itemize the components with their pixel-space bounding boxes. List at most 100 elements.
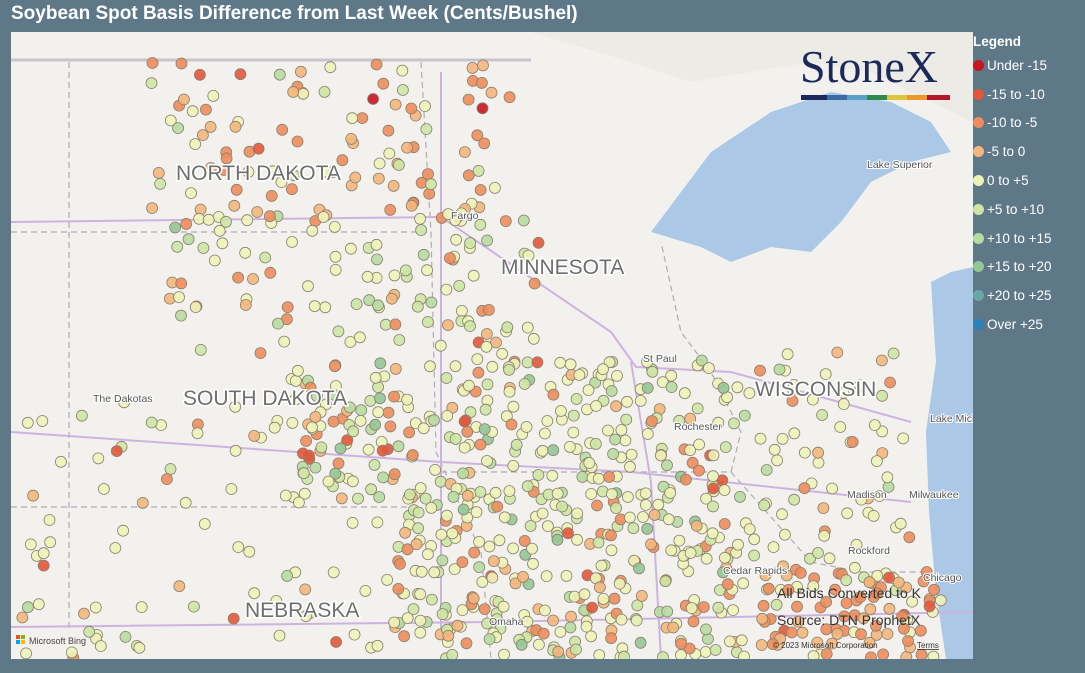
location-dot xyxy=(160,473,173,486)
location-dot xyxy=(480,328,493,340)
location-dot xyxy=(329,467,342,480)
location-dot xyxy=(146,57,159,69)
location-dot xyxy=(826,482,838,495)
location-dot xyxy=(302,280,314,293)
location-dot xyxy=(220,215,232,228)
location-dot xyxy=(309,411,322,423)
location-dot xyxy=(552,645,565,658)
location-dot xyxy=(518,378,531,390)
location-dot xyxy=(537,627,550,640)
location-dot xyxy=(460,637,473,650)
location-dot xyxy=(536,507,549,520)
location-dot xyxy=(551,533,564,546)
location-dot xyxy=(461,425,474,438)
location-dot xyxy=(645,538,657,551)
location-dot xyxy=(55,455,67,468)
location-dot xyxy=(405,102,418,115)
location-dot xyxy=(346,475,359,488)
location-dot xyxy=(232,541,245,553)
location-dot xyxy=(527,332,540,345)
location-dot xyxy=(329,263,342,276)
location-dot xyxy=(389,98,402,111)
location-dot xyxy=(145,77,158,89)
location-dot xyxy=(171,240,184,253)
location-dot xyxy=(296,447,309,460)
location-dot xyxy=(243,545,256,558)
legend-item: Over +25 xyxy=(973,310,1085,339)
location-dot xyxy=(697,601,710,613)
location-dot xyxy=(560,570,573,582)
location-dot xyxy=(622,491,634,503)
location-dot xyxy=(412,506,425,519)
location-dot xyxy=(441,409,454,422)
location-dot xyxy=(396,64,409,77)
location-dot xyxy=(503,91,516,104)
location-dot xyxy=(487,555,500,567)
location-dot xyxy=(403,488,416,501)
location-dot xyxy=(281,570,294,582)
location-dot xyxy=(273,68,286,81)
location-dot xyxy=(299,583,312,596)
location-dot xyxy=(646,365,659,378)
location-dot xyxy=(399,264,412,277)
location-dot xyxy=(883,571,895,584)
location-dot xyxy=(555,405,567,417)
location-dot xyxy=(318,86,331,98)
location-dot xyxy=(110,445,123,458)
highways xyxy=(11,72,973,659)
location-dot xyxy=(691,402,704,415)
place-label: Omaha xyxy=(489,616,524,628)
location-dot xyxy=(462,379,475,392)
location-dot xyxy=(591,499,603,512)
location-dot xyxy=(414,588,427,601)
location-dot xyxy=(576,470,589,483)
location-dot xyxy=(428,414,440,427)
location-dot xyxy=(665,369,678,382)
location-dot xyxy=(37,547,50,560)
place-label: Lake Michigan xyxy=(930,413,973,425)
location-dot xyxy=(754,432,767,445)
terms-link[interactable]: Terms xyxy=(917,641,939,650)
location-dot xyxy=(186,105,199,118)
location-dot xyxy=(798,482,811,495)
location-dot xyxy=(414,482,427,495)
location-dot xyxy=(189,138,202,150)
location-dot xyxy=(498,648,510,659)
location-dot xyxy=(228,199,241,212)
location-dot xyxy=(489,486,502,499)
location-dot xyxy=(207,90,220,102)
location-dot xyxy=(119,631,132,643)
legend-label: Over +25 xyxy=(987,317,1043,333)
location-dot xyxy=(564,358,577,371)
location-dot xyxy=(344,336,357,348)
location-dot xyxy=(419,100,431,112)
location-dot xyxy=(348,628,361,641)
location-dot xyxy=(385,292,398,305)
location-dot xyxy=(562,527,574,540)
location-dot xyxy=(474,438,487,451)
location-dot xyxy=(619,434,632,447)
location-dot xyxy=(551,487,564,500)
location-dot xyxy=(311,390,323,403)
location-dot xyxy=(748,549,760,562)
place-label: Milwaukee xyxy=(909,489,959,501)
location-dot xyxy=(732,538,744,551)
location-dot xyxy=(239,299,252,311)
location-dot xyxy=(289,374,302,387)
location-dot xyxy=(903,531,916,544)
legend: Legend Under -15 -15 to -10 -10 to -5 -5 to… xyxy=(973,34,1085,339)
legend-item: -15 to -10 xyxy=(973,80,1085,109)
legend-title: Legend xyxy=(973,34,1022,49)
location-dot xyxy=(446,649,459,659)
location-dot xyxy=(630,614,643,627)
legend-swatch xyxy=(973,146,984,158)
location-dot xyxy=(388,468,401,481)
location-dot xyxy=(627,522,640,535)
location-dot xyxy=(528,277,541,290)
location-dot xyxy=(818,529,831,542)
location-dot xyxy=(693,438,705,451)
location-dot xyxy=(881,471,894,484)
location-dot xyxy=(690,519,703,532)
location-dot xyxy=(185,187,197,200)
location-dot xyxy=(779,528,791,541)
